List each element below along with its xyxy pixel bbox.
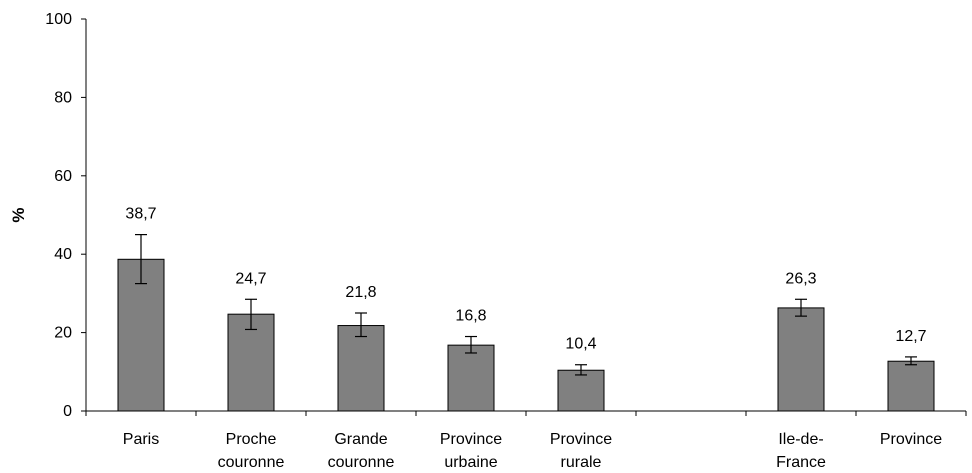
x-category-label: couronne <box>328 454 395 471</box>
x-category-label: France <box>776 454 826 471</box>
x-category-label: Province <box>440 431 502 448</box>
y-tick-label: 0 <box>63 403 72 420</box>
data-label: 26,3 <box>785 270 816 287</box>
error-bars <box>135 234 917 376</box>
bar <box>777 307 825 412</box>
data-label: 10,4 <box>565 336 596 353</box>
data-label: 21,8 <box>345 284 376 301</box>
x-axis: Paris Proche couronne Grande couronne Provinc… <box>85 410 967 471</box>
x-category-label: Ile-de- <box>778 431 823 448</box>
y-tick-label: 100 <box>45 11 72 28</box>
bar <box>227 313 275 412</box>
x-category-label: rurale <box>561 454 602 471</box>
x-category-label: Province <box>880 431 942 448</box>
bar <box>447 344 495 412</box>
data-label: 16,8 <box>455 308 486 325</box>
x-category-label: Grande <box>334 431 387 448</box>
bars <box>117 258 935 412</box>
y-tick-label: 80 <box>54 89 72 106</box>
x-category-label: Paris <box>123 431 159 448</box>
bar <box>887 360 935 412</box>
y-axis-title: % <box>9 207 28 222</box>
bar <box>117 258 165 412</box>
data-label: 12,7 <box>895 328 926 345</box>
data-label: 24,7 <box>235 270 266 287</box>
y-tick-label: 20 <box>54 325 72 342</box>
bar <box>337 325 385 412</box>
bar <box>557 369 605 412</box>
x-category-label: urbaine <box>444 454 497 471</box>
x-category-label: Proche <box>226 431 277 448</box>
data-label: 38,7 <box>125 206 156 223</box>
y-tick-label: 40 <box>54 246 72 263</box>
y-tick-label: 60 <box>54 168 72 185</box>
y-axis: 0 20 40 60 80 100 <box>45 11 87 420</box>
x-category-label: couronne <box>218 454 285 471</box>
data-labels: 38,7 24,7 21,8 16,8 10,4 26,3 12,7 <box>125 206 926 353</box>
x-category-label: Province <box>550 431 612 448</box>
